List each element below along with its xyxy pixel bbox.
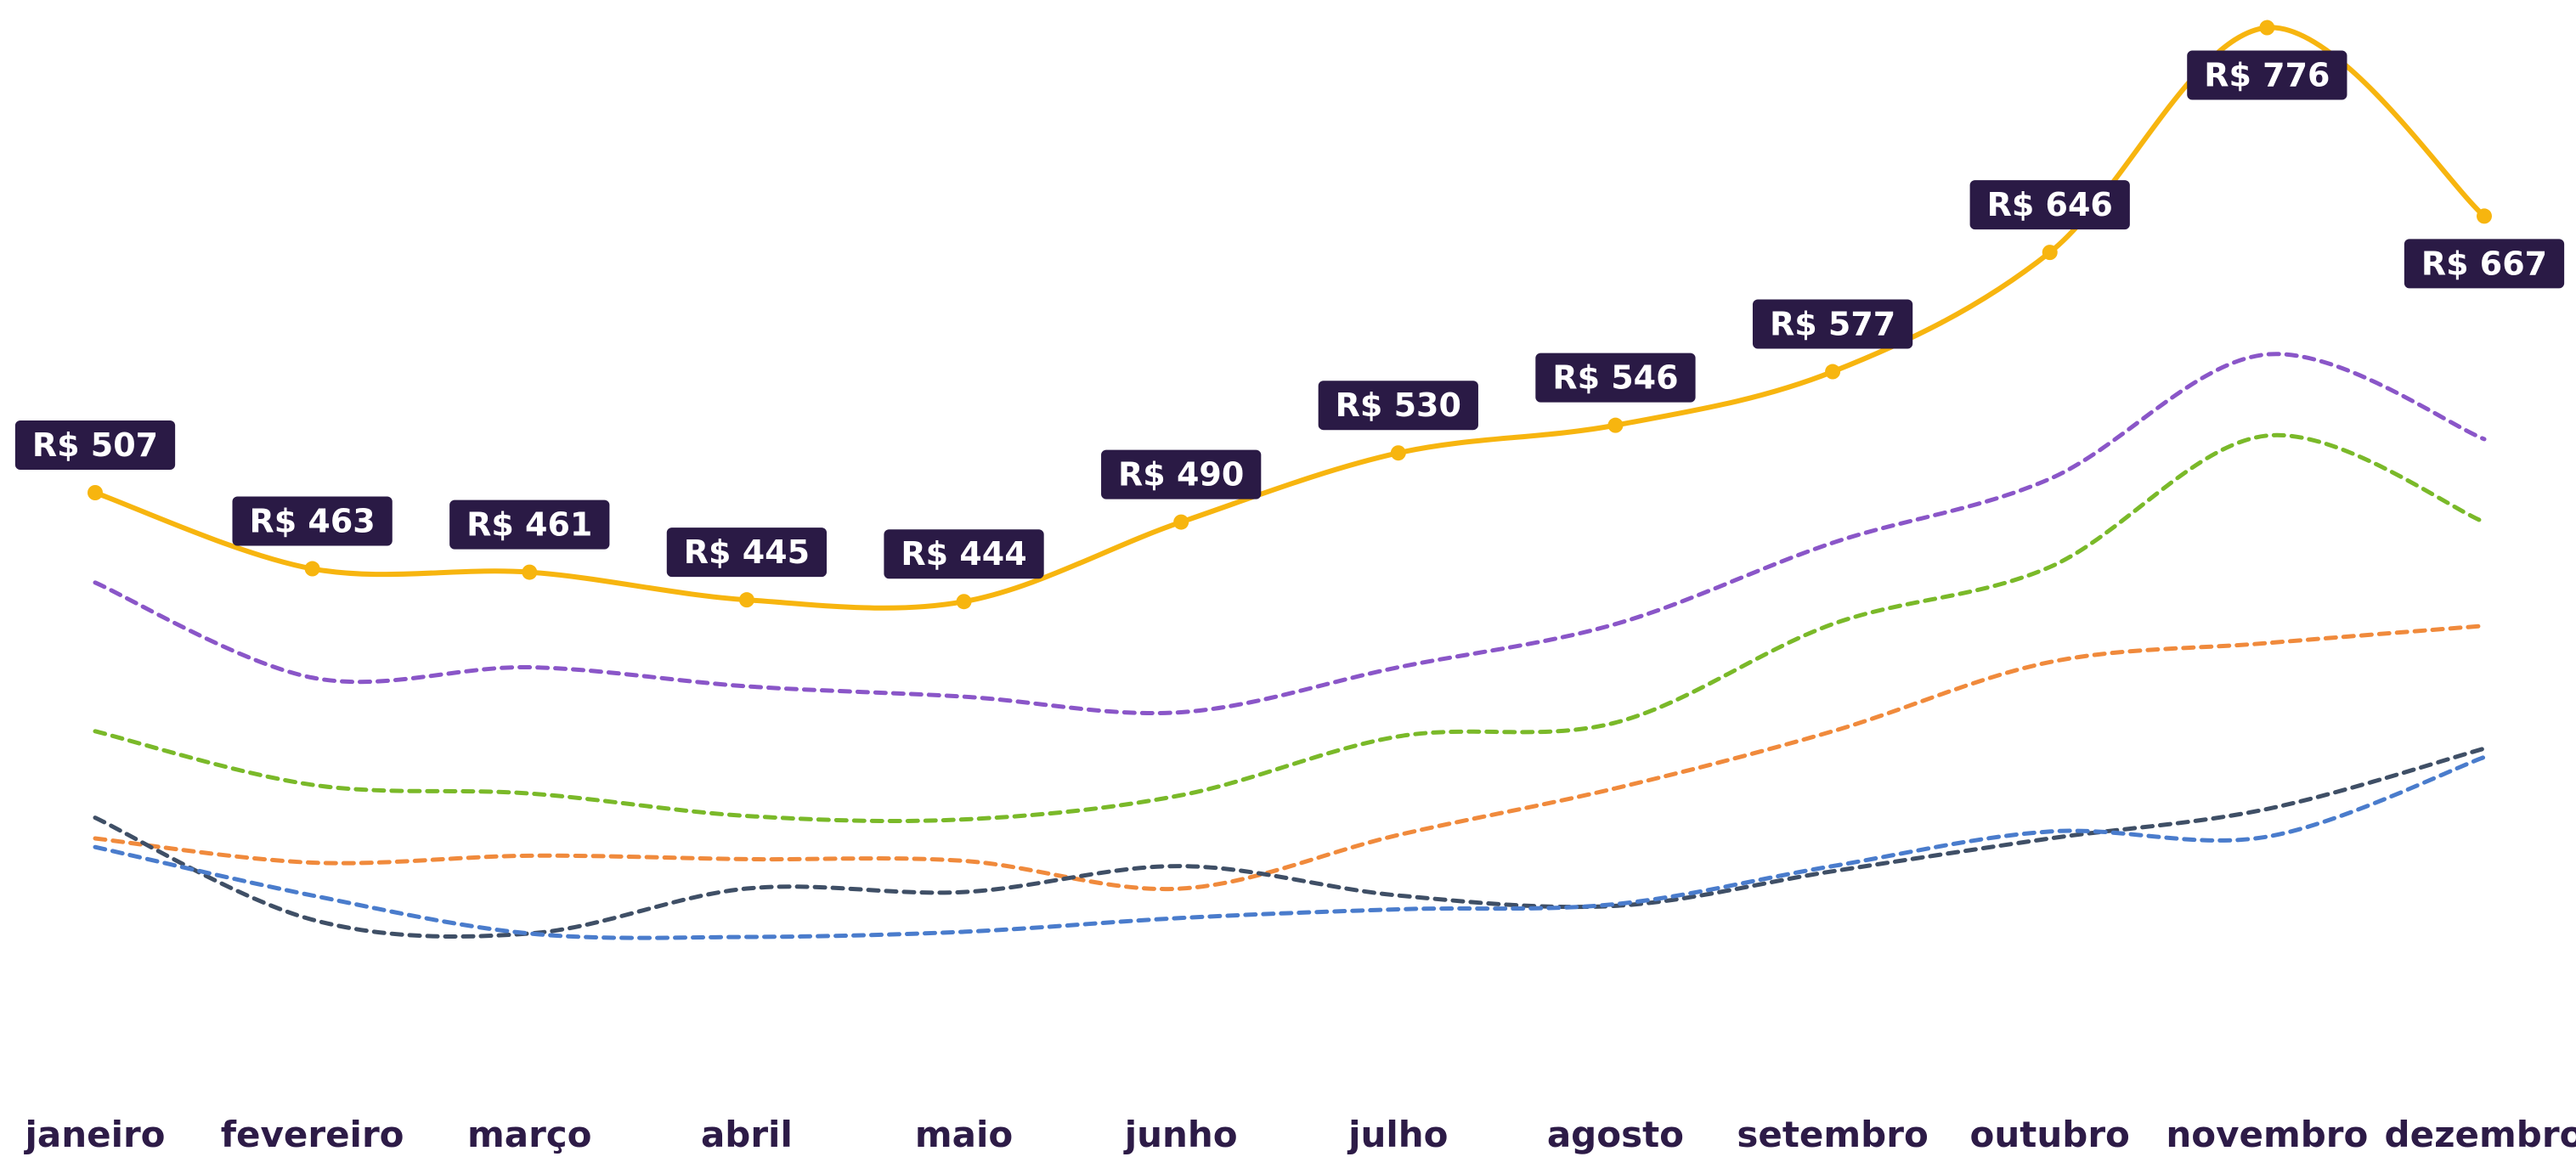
value-label-box (232, 496, 393, 546)
x-tick-label: fevereiro (221, 1114, 404, 1155)
value-label: R$ 546 (1535, 353, 1696, 403)
dashed-line (93, 746, 2487, 939)
x-tick-label: dezembro (2385, 1114, 2576, 1155)
point (304, 561, 320, 577)
value-label-text: R$ 461 (466, 506, 592, 544)
point (1173, 514, 1189, 530)
value-label-box (1318, 381, 1478, 431)
x-tick-label: junho (1123, 1114, 1238, 1155)
value-label: R$ 490 (1101, 449, 1262, 499)
dashed-line (93, 623, 2487, 892)
value-label: R$ 667 (2404, 239, 2565, 289)
point (738, 592, 754, 608)
point (88, 485, 103, 500)
x-tick-label: outubro (1970, 1114, 2130, 1155)
point (1390, 445, 1406, 461)
x-tick-label: abril (701, 1114, 793, 1155)
value-label-text: R$ 546 (1552, 359, 1678, 397)
value-label: R$ 776 (2187, 50, 2347, 100)
value-label-box (2187, 50, 2347, 100)
x-tick-label: janeiro (23, 1114, 165, 1155)
value-label-box (1101, 449, 1262, 499)
value-label-text: R$ 577 (1770, 306, 1895, 343)
value-label-box (884, 529, 1044, 579)
value-label-box (1752, 299, 1913, 349)
dashed-line (93, 754, 2487, 940)
value-label-text: R$ 507 (32, 426, 158, 464)
point (1607, 417, 1624, 433)
point (956, 594, 972, 610)
value-label-box (1969, 180, 2130, 230)
value-label-box (666, 528, 828, 578)
value-label-text: R$ 667 (2421, 245, 2547, 282)
value-label-box (1535, 353, 1696, 403)
x-tick-label: março (467, 1114, 592, 1155)
line (93, 25, 2487, 611)
value-label-text: R$ 646 (1987, 186, 2113, 223)
value-label-text: R$ 445 (684, 533, 810, 571)
value-label: R$ 461 (449, 499, 610, 550)
value-label-text: R$ 776 (2204, 57, 2330, 94)
dashed-line (93, 352, 2487, 716)
value-label-box (2404, 239, 2565, 289)
value-label-text: R$ 530 (1336, 387, 1461, 424)
value-label: R$ 530 (1318, 381, 1478, 431)
x-tick-label: setembro (1737, 1114, 1928, 1155)
value-label: R$ 445 (666, 528, 828, 578)
value-label-text: R$ 444 (901, 535, 1026, 573)
x-tick-label: maio (915, 1114, 1013, 1155)
value-label-text: R$ 463 (250, 503, 376, 540)
value-label: R$ 444 (884, 529, 1044, 579)
point (2042, 245, 2058, 261)
x-tick-label: julho (1347, 1114, 1448, 1155)
value-label: R$ 577 (1752, 299, 1913, 349)
point (522, 564, 538, 580)
value-label-box (14, 420, 176, 470)
point (2259, 20, 2275, 36)
value-label: R$ 646 (1969, 180, 2130, 230)
value-label: R$ 507 (14, 420, 176, 470)
x-tick-label: novembro (2166, 1114, 2368, 1155)
point (1825, 364, 1841, 380)
value-label-text: R$ 490 (1118, 456, 1244, 494)
dashed-line (93, 432, 2487, 824)
value-label-box (449, 499, 610, 550)
point (2477, 208, 2492, 224)
value-label: R$ 463 (232, 496, 393, 546)
x-tick-label: agosto (1547, 1114, 1684, 1155)
